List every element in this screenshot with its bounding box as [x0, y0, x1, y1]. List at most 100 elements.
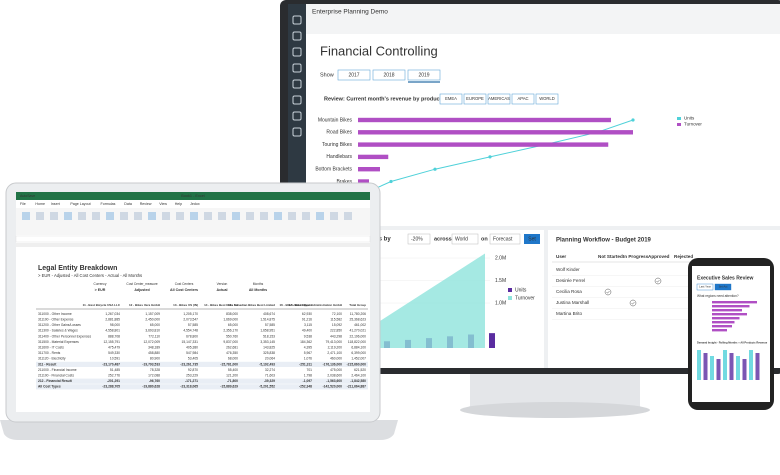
region-button[interactable]	[487, 93, 511, 105]
ribbon-tab[interactable]: Home	[35, 202, 45, 206]
ribbon-tab[interactable]: Jedox	[190, 202, 200, 206]
cell-value: -1,563,600	[326, 379, 342, 383]
ribbon-tab[interactable]: Insert	[51, 202, 60, 206]
region-button[interactable]	[439, 93, 463, 105]
row-label: 311120 - Electricity	[38, 357, 66, 361]
cell-value: 3,353,145	[260, 340, 275, 344]
region-button[interactable]	[511, 93, 535, 105]
legend-label: Turnover	[515, 295, 535, 301]
laptop-base	[0, 420, 398, 440]
legend-swatch	[508, 288, 512, 292]
dropdown-value[interactable]: World	[455, 236, 468, 242]
ribbon-icon	[288, 212, 296, 220]
cell-value: 1,798	[304, 373, 312, 377]
set-button-label[interactable]: Set	[528, 236, 536, 242]
phone-button[interactable]	[696, 283, 714, 291]
year-button[interactable]	[337, 69, 371, 81]
total-row	[36, 378, 368, 384]
column-header: 15 - Canadian Bikes Best Limited	[228, 303, 275, 307]
cell-value: 4,558,801	[105, 329, 120, 333]
check-mark	[656, 279, 660, 283]
cell-value: 12,072,009	[143, 340, 160, 344]
cell-value: 2,038,600	[327, 373, 342, 377]
set-button[interactable]	[524, 234, 540, 244]
column-header: 14 - Bikes Best Italia Srl	[204, 303, 238, 307]
cell-value: -171,271	[185, 379, 198, 383]
legend-label: Turnover	[684, 122, 702, 127]
cell-value: 11,780,206	[350, 312, 366, 316]
ribbon-icon	[106, 212, 114, 220]
cell-value: -251,311	[299, 362, 312, 366]
phone-button[interactable]	[714, 283, 732, 291]
dropdown[interactable]	[451, 233, 479, 245]
bar	[358, 167, 380, 172]
column-header: 17 - Bikes Best Administration GmbH	[289, 303, 342, 307]
row-label: 311700 - Rents	[38, 351, 61, 355]
dropdown-value[interactable]: Forecast	[493, 236, 513, 242]
year-label[interactable]: 2019	[418, 72, 429, 78]
cell-value: 62,930	[302, 312, 312, 316]
ribbon-tab[interactable]: Formulas	[101, 202, 116, 206]
category-label: Handlebars	[326, 154, 352, 160]
sidebar-icon	[292, 79, 302, 89]
row-label: 311000 - Other Income	[38, 312, 72, 316]
cell-value: 443,298	[330, 334, 342, 338]
cell-value: 475,479	[108, 345, 120, 349]
column-header: Not Started	[598, 254, 623, 259]
filter-value: All Months	[249, 288, 267, 292]
phone-bar	[712, 309, 742, 312]
ribbon-tab[interactable]: Help	[175, 202, 182, 206]
dropdown[interactable]	[407, 233, 431, 245]
bar	[358, 142, 609, 147]
ribbon-tab[interactable]: Review	[140, 202, 152, 206]
cell-value: -23,170,487	[102, 362, 120, 366]
units-point	[389, 179, 393, 184]
cell-value: -176,136,000	[323, 362, 343, 366]
column-header: Rejected	[674, 254, 693, 259]
row-label: 311100 - Other Expense	[38, 317, 74, 321]
cell-value: 143,825	[263, 345, 275, 349]
ribbon-tab[interactable]: Page Layout	[70, 202, 90, 206]
filter-value: All Cost Centers	[170, 288, 198, 292]
ribbon-tab[interactable]: File	[20, 202, 26, 206]
row-label: 211000 - Financial Income	[38, 368, 77, 372]
region-button[interactable]	[535, 93, 559, 105]
year-label[interactable]: 2017	[348, 72, 359, 78]
cell-value: 772,110	[148, 334, 160, 338]
cell-value: 92,870	[188, 368, 198, 372]
phone-mini-bar	[742, 359, 747, 380]
cell-value: -1,097	[303, 379, 313, 383]
region-label[interactable]: EMEA	[445, 96, 457, 101]
sidebar-icon	[292, 63, 302, 73]
dropdown[interactable]	[489, 233, 521, 245]
region-label[interactable]: AMERICAS	[488, 96, 510, 101]
region-button[interactable]	[463, 93, 487, 105]
ribbon-icon	[36, 212, 44, 220]
phone-button-label[interactable]: Set Act	[719, 285, 728, 289]
year-button[interactable]	[372, 69, 406, 81]
region-label[interactable]: EUROPE	[466, 96, 484, 101]
dropdown-value[interactable]: -20%	[411, 236, 423, 242]
year-label[interactable]: 2018	[383, 72, 394, 78]
year-button[interactable]	[407, 69, 441, 81]
legend-swatch	[508, 296, 512, 300]
legend-swatch	[677, 123, 681, 126]
region-label[interactable]: WORLD	[539, 96, 555, 101]
cell-value: -23,288,705	[102, 385, 120, 389]
bar	[358, 117, 611, 123]
phone-button-label[interactable]: Last Year	[699, 285, 711, 289]
cell-value: 1,514,875	[260, 317, 275, 321]
ribbon-tab[interactable]: View	[159, 202, 167, 206]
region-label[interactable]: APAC	[517, 96, 528, 101]
cell-value: 41,270,021	[349, 329, 366, 333]
ribbon-icon	[148, 212, 156, 220]
category-label: Mountain Bikes	[318, 117, 353, 123]
ribbon-tab[interactable]: Data	[124, 202, 132, 206]
y-tick-label: 1.0M	[495, 300, 506, 306]
title-bar	[306, 4, 780, 34]
column-header: 13 - Bikes US (IN)	[173, 303, 198, 307]
cell-value: 5,967	[304, 351, 312, 355]
sidebar-icon	[292, 31, 302, 41]
cell-value: 49,400	[302, 329, 312, 333]
cell-value: -215,660,000	[347, 362, 367, 366]
